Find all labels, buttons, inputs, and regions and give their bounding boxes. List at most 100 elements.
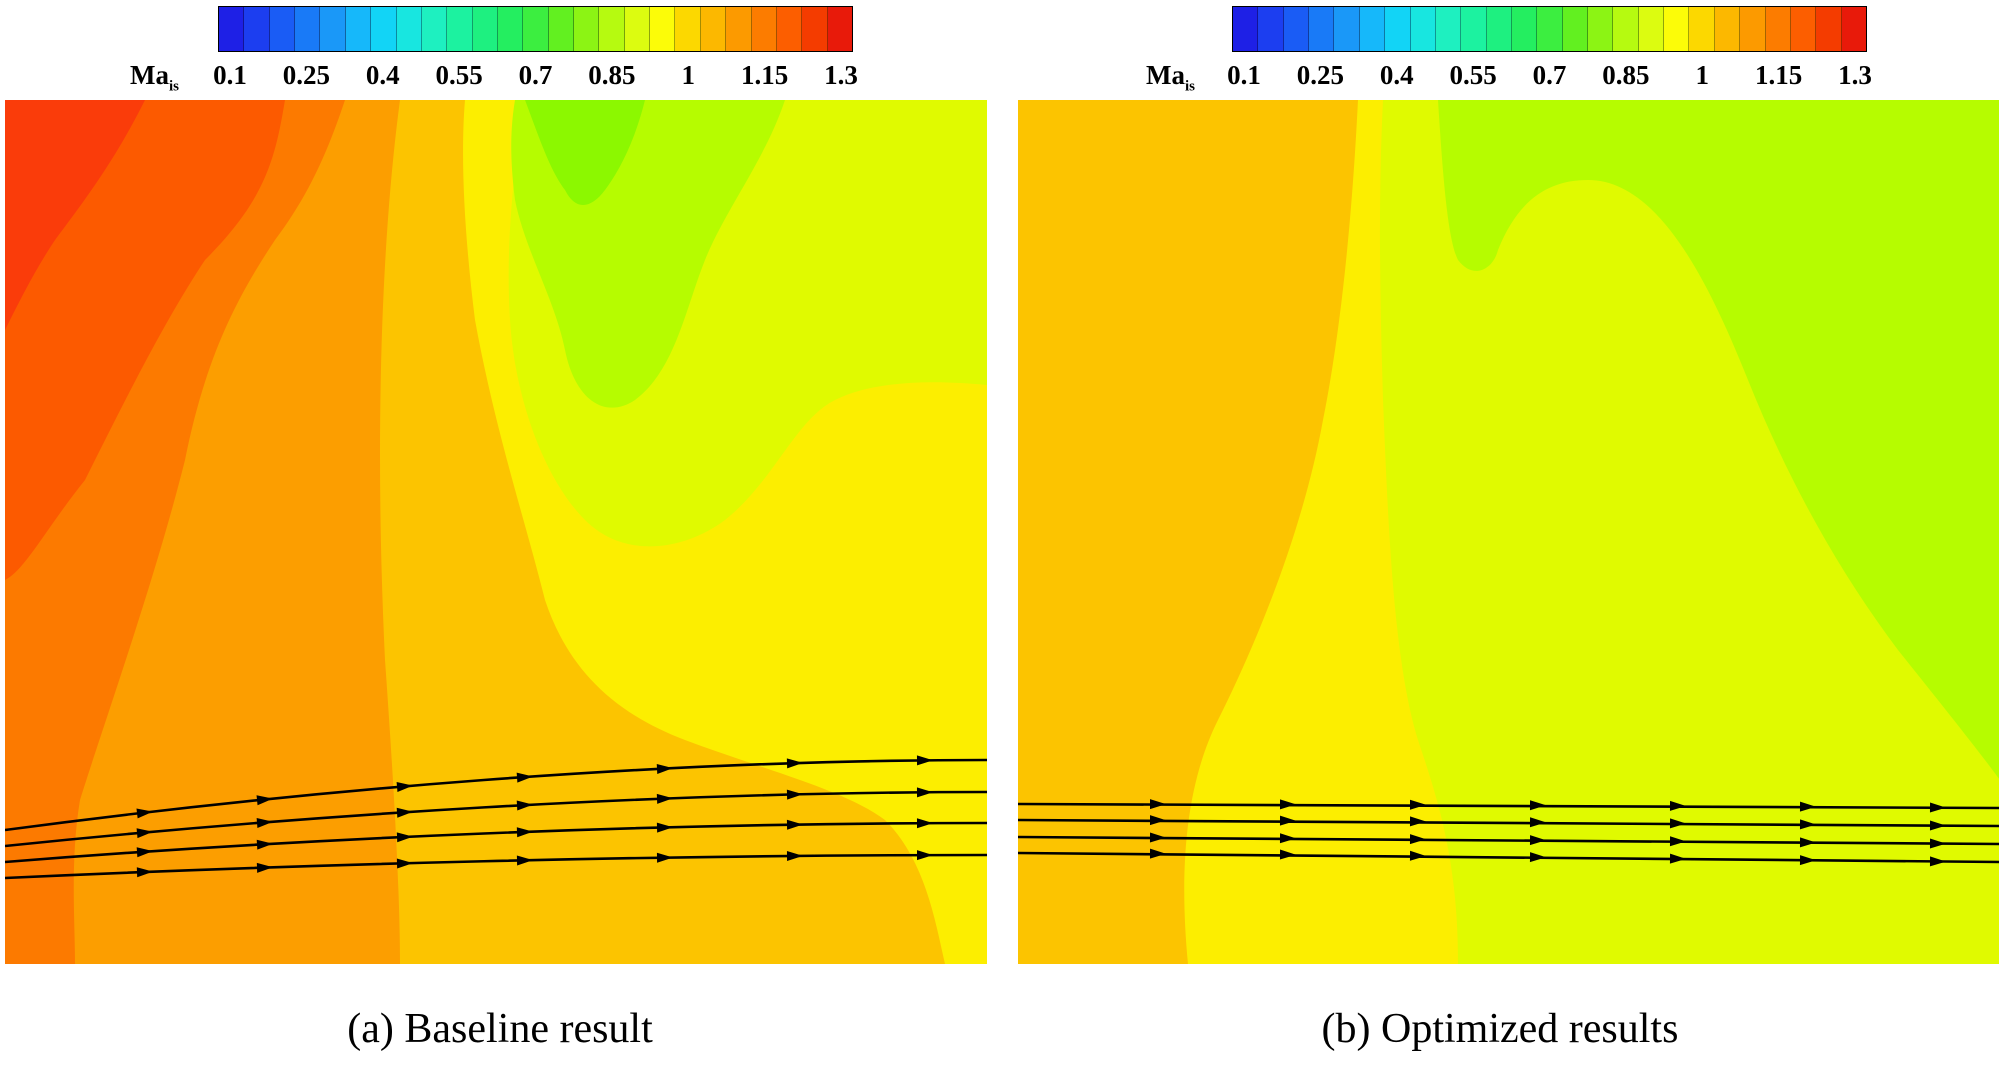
- streamline-arrow: [1929, 856, 1946, 867]
- colorbar-tick-label: 0.55: [435, 60, 483, 90]
- streamline-arrow: [1279, 799, 1296, 810]
- streamline-arrow: [1529, 817, 1546, 828]
- contour-plot: [1018, 100, 1999, 964]
- streamline-arrow: [1669, 853, 1686, 864]
- colorbar-swatch: [675, 7, 701, 51]
- streamline-arrow: [396, 807, 413, 818]
- panel-caption: (a) Baseline result: [347, 1006, 653, 1052]
- streamline-arrow: [1929, 838, 1946, 849]
- colorbar-swatch: [1410, 7, 1436, 51]
- colorbar-tick-label: 0.4: [365, 60, 400, 90]
- contour-level-1.05: [1018, 100, 1358, 964]
- streamline-arrow: [396, 782, 413, 792]
- streamline-arrow: [516, 772, 533, 783]
- colorbar-swatch: [1664, 7, 1690, 51]
- colorbar-swatch: [1233, 7, 1259, 51]
- colorbar-swatch: [371, 7, 397, 51]
- contour-level-1.25: [5, 100, 145, 330]
- colorbar-swatch: [1816, 7, 1842, 51]
- colorbar-swatch: [1588, 7, 1614, 51]
- colorbar-swatch: [497, 7, 524, 51]
- colorbar-tick-label: 0.1: [213, 60, 247, 90]
- colorbar-swatch: [345, 7, 372, 51]
- streamline-arrow: [1929, 820, 1946, 831]
- colorbar-swatch: [1537, 7, 1563, 51]
- colorbar-swatch: [1638, 7, 1665, 51]
- streamline-arrow: [516, 827, 533, 838]
- streamline-arrow: [1149, 799, 1166, 810]
- colorbar-legend: [1000, 6, 1999, 54]
- colorbar-tick-label: 0.55: [1449, 60, 1497, 90]
- colorbar-tick-label: 0.85: [1602, 60, 1650, 90]
- streamline-arrow: [1409, 799, 1426, 810]
- contour-plot: [5, 100, 987, 964]
- colorbar-swatch: [1714, 7, 1741, 51]
- panel-baseline: Mais 0.1 0.25 0.4 0.55 0.7 0.85 1 1.15 1.3 (a) B…: [0, 6, 1000, 1052]
- colorbar-swatch: [421, 7, 448, 51]
- streamline-arrow: [1279, 815, 1296, 826]
- colorbar-tick-label: 1.3: [824, 60, 858, 90]
- contour-level-1.20: [5, 100, 285, 580]
- colorbar-swatch: [1841, 7, 1866, 51]
- colorbar-legend: [0, 6, 1000, 54]
- streamline-arrow: [396, 858, 413, 869]
- streamline-arrow: [656, 793, 673, 804]
- colorbar-swatch: [700, 7, 727, 51]
- streamline-arrows: [1149, 799, 1946, 867]
- colorbar: [218, 6, 853, 52]
- colorbar-swatch: [447, 7, 473, 51]
- streamline-arrow: [656, 822, 673, 833]
- panel-caption: (b) Optimized results: [1321, 1006, 1679, 1052]
- colorbar-swatch: [1435, 7, 1462, 51]
- colorbar-variable-label: Mais: [130, 60, 179, 95]
- colorbar-swatch: [1258, 7, 1284, 51]
- streamline-arrow: [1669, 800, 1686, 811]
- streamline-arrow: [656, 763, 673, 774]
- colorbar-swatch: [1765, 7, 1791, 51]
- colorbar-swatch: [523, 7, 549, 51]
- colorbar-swatch: [1511, 7, 1538, 51]
- colorbar-swatch: [269, 7, 296, 51]
- colorbar-swatch: [751, 7, 777, 51]
- colorbar-swatch: [244, 7, 270, 51]
- colorbar: [1232, 6, 1867, 52]
- colorbar-swatch: [1613, 7, 1639, 51]
- colorbar-swatch: [1562, 7, 1589, 51]
- streamline-arrow: [1799, 855, 1816, 866]
- streamline-arrow: [786, 819, 803, 830]
- streamline-arrow: [1529, 800, 1546, 811]
- colorbar-swatch: [624, 7, 651, 51]
- colorbar-tick-label: 0.7: [518, 60, 553, 90]
- colorbar-swatch: [1790, 7, 1817, 51]
- colorbar-tick-label: 0.7: [1532, 60, 1567, 90]
- streamline-arrow: [916, 850, 933, 861]
- streamline-arrow: [786, 789, 803, 800]
- streamline-arrow: [1529, 835, 1546, 846]
- colorbar-swatch: [726, 7, 752, 51]
- streamline-arrow: [1929, 802, 1946, 813]
- streamline-arrow: [1529, 852, 1546, 863]
- streamline-arrow: [916, 818, 933, 829]
- streamline-arrow: [1409, 850, 1426, 861]
- streamline-arrow: [1279, 833, 1296, 844]
- colorbar-variable-label: Mais: [1146, 60, 1195, 95]
- contour-level-0.85: [525, 100, 645, 205]
- streamline-arrow: [656, 852, 673, 863]
- streamline-arrow: [396, 832, 413, 843]
- colorbar-tick-label: 1: [681, 60, 696, 90]
- colorbar-tick-label: 1: [1695, 60, 1710, 90]
- colorbar-swatch: [776, 7, 803, 51]
- colorbar-swatch: [1486, 7, 1512, 51]
- colorbar-tick-label: 0.25: [1296, 60, 1344, 90]
- streamline-arrow: [786, 758, 803, 769]
- panel-optimized: Mais 0.1 0.25 0.4 0.55 0.7 0.85 1 1.15 1.3 (b) O…: [1000, 0, 1999, 1091]
- streamline-arrow: [1409, 816, 1426, 827]
- colorbar-tick-label: 1.15: [1755, 60, 1803, 90]
- streamline-arrows: [136, 755, 933, 878]
- streamline-arrow: [516, 800, 533, 811]
- colorbar-swatch: [1461, 7, 1487, 51]
- colorbar-swatch: [1309, 7, 1335, 51]
- streamline-arrow: [256, 862, 273, 873]
- colorbar-swatch: [827, 7, 852, 51]
- streamline-arrow: [136, 847, 153, 858]
